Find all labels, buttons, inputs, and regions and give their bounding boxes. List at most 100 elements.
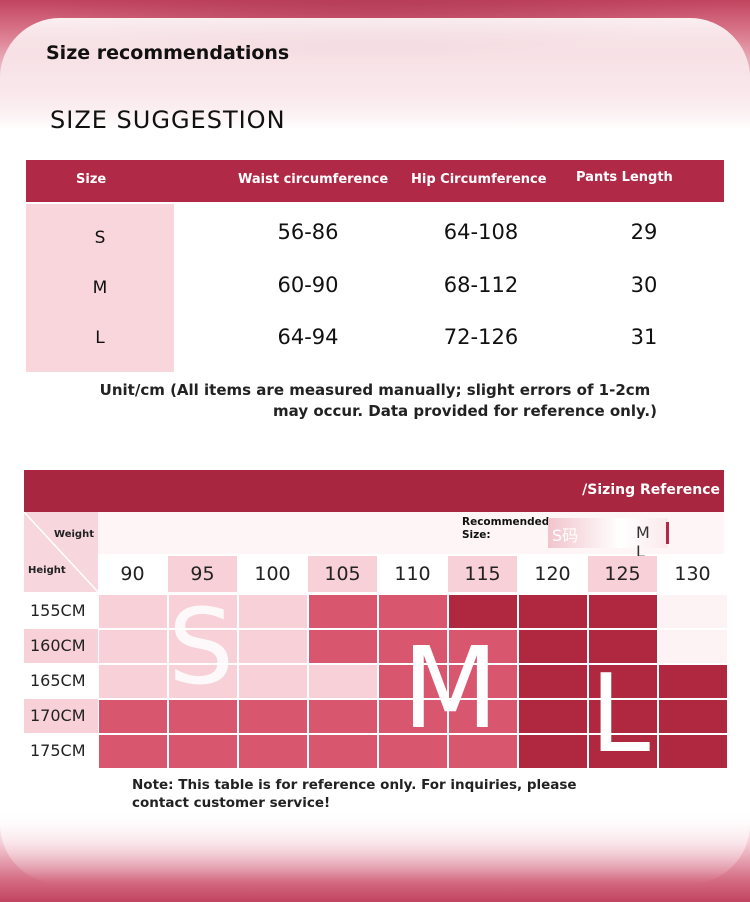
grid-cell [238, 664, 308, 699]
grid-cell [98, 734, 168, 769]
measurement-note: Unit/cm (All items are measured manually… [60, 380, 690, 422]
grid-cell [98, 629, 168, 664]
height-row-header: 155CM [24, 594, 98, 628]
grid-cell [308, 664, 378, 699]
grid-cell [378, 629, 448, 664]
recommended-label: Recommended Size: [462, 516, 550, 541]
grid-cell [308, 594, 378, 629]
grid-cell [518, 594, 588, 629]
sizing-reference-title: /Sizing Reference [582, 482, 720, 498]
zone-label-l: L [590, 652, 651, 777]
page-title: SIZE SUGGESTION [50, 106, 286, 134]
header-size: Size [76, 172, 107, 187]
grid-cell [378, 734, 448, 769]
grid-cell [98, 594, 168, 629]
size-table-header: Size Waist circumference Hip Circumferen… [26, 160, 724, 202]
reference-note-line2: contact customer service! [132, 795, 331, 811]
grid-cell [658, 699, 728, 734]
zone-label-m: M [402, 624, 499, 754]
weight-col-header: 95 [168, 556, 238, 592]
grid-cell [518, 664, 588, 699]
grid-cell [168, 664, 238, 699]
grid-cell [588, 594, 658, 629]
grid-cell [238, 734, 308, 769]
grid-cell [448, 664, 518, 699]
weight-col-header: 90 [98, 556, 168, 592]
weight-col-header: 110 [378, 556, 448, 592]
grid-cell [238, 594, 308, 629]
height-row-header: 175CM [24, 734, 98, 768]
waist-l: 64-94 [277, 325, 339, 349]
weight-col-header: 100 [238, 556, 308, 592]
grid-cell [308, 734, 378, 769]
hip-s: 64-108 [443, 220, 519, 244]
measurement-note-line1: Unit/cm (All items are measured manually… [99, 381, 651, 399]
grid-cell [588, 664, 658, 699]
recommended-sizes: M L [636, 523, 652, 561]
waist-s: 56-86 [277, 220, 339, 244]
grid-cell [448, 594, 518, 629]
grid-cell [378, 699, 448, 734]
grid-cell [588, 699, 658, 734]
grid-cell [378, 594, 448, 629]
grid-cell [448, 734, 518, 769]
measurement-note-line2: may occur. Data provided for reference o… [273, 402, 657, 420]
grid-cell [658, 629, 728, 664]
recommended-row: Recommended Size: S码 M L [98, 512, 724, 561]
grid-cell [518, 699, 588, 734]
header-hip: Hip Circumference [411, 172, 547, 187]
grid-cell [238, 699, 308, 734]
hip-m: 68-112 [443, 273, 519, 297]
length-l: 31 [630, 325, 658, 349]
grid-cell [448, 629, 518, 664]
grid-cell [658, 664, 728, 699]
size-column [26, 204, 174, 372]
height-row-header: 165CM [24, 664, 98, 698]
grid-cell [658, 594, 728, 629]
grid-cell [518, 629, 588, 664]
grid-cell [518, 734, 588, 769]
header-waist: Waist circumference [238, 172, 389, 187]
recommended-badge: S码 M L [548, 518, 669, 561]
weight-col-header: 130 [658, 556, 728, 592]
grid-cell [308, 629, 378, 664]
height-row-header: 160CM [24, 629, 98, 663]
grid-cell [168, 629, 238, 664]
weight-col-header: 115 [448, 556, 518, 592]
size-m: M [92, 278, 108, 298]
recommended-faded: S码 [552, 526, 579, 545]
weight-col-header: 105 [308, 556, 378, 592]
page-subtitle: Size recommendations [46, 42, 290, 64]
reference-note-line1: Note: This table is for reference only. … [132, 777, 577, 793]
size-l: L [95, 328, 105, 348]
grid-cell [658, 734, 728, 769]
grid-cell [308, 699, 378, 734]
table-corner: Weight Height [24, 512, 98, 592]
hip-l: 72-126 [443, 325, 519, 349]
size-s: S [94, 228, 106, 248]
length-m: 30 [630, 273, 658, 297]
weight-col-header: 120 [518, 556, 588, 592]
weight-col-header: 125 [588, 556, 658, 592]
height-row-header: 170CM [24, 699, 98, 733]
header-length: Pants Length [576, 170, 673, 185]
grid-cell [378, 664, 448, 699]
grid-cell [98, 664, 168, 699]
top-card-overlay [0, 18, 750, 130]
bottom-card-overlay [0, 812, 750, 884]
grid-cell [168, 594, 238, 629]
grid-cell [168, 699, 238, 734]
zone-label-s: S [168, 586, 235, 708]
accent-bar [666, 522, 669, 544]
sizing-reference-header: /Sizing Reference [24, 470, 724, 512]
diagonal-divider [24, 512, 98, 592]
grid-cell [588, 629, 658, 664]
grid-cell [98, 699, 168, 734]
height-label: Height [28, 565, 66, 576]
waist-m: 60-90 [277, 273, 339, 297]
length-s: 29 [630, 220, 658, 244]
reference-note: Note: This table is for reference only. … [132, 776, 612, 812]
grid-cell [238, 629, 308, 664]
weight-label: Weight [54, 529, 94, 540]
grid-cell [588, 734, 658, 769]
